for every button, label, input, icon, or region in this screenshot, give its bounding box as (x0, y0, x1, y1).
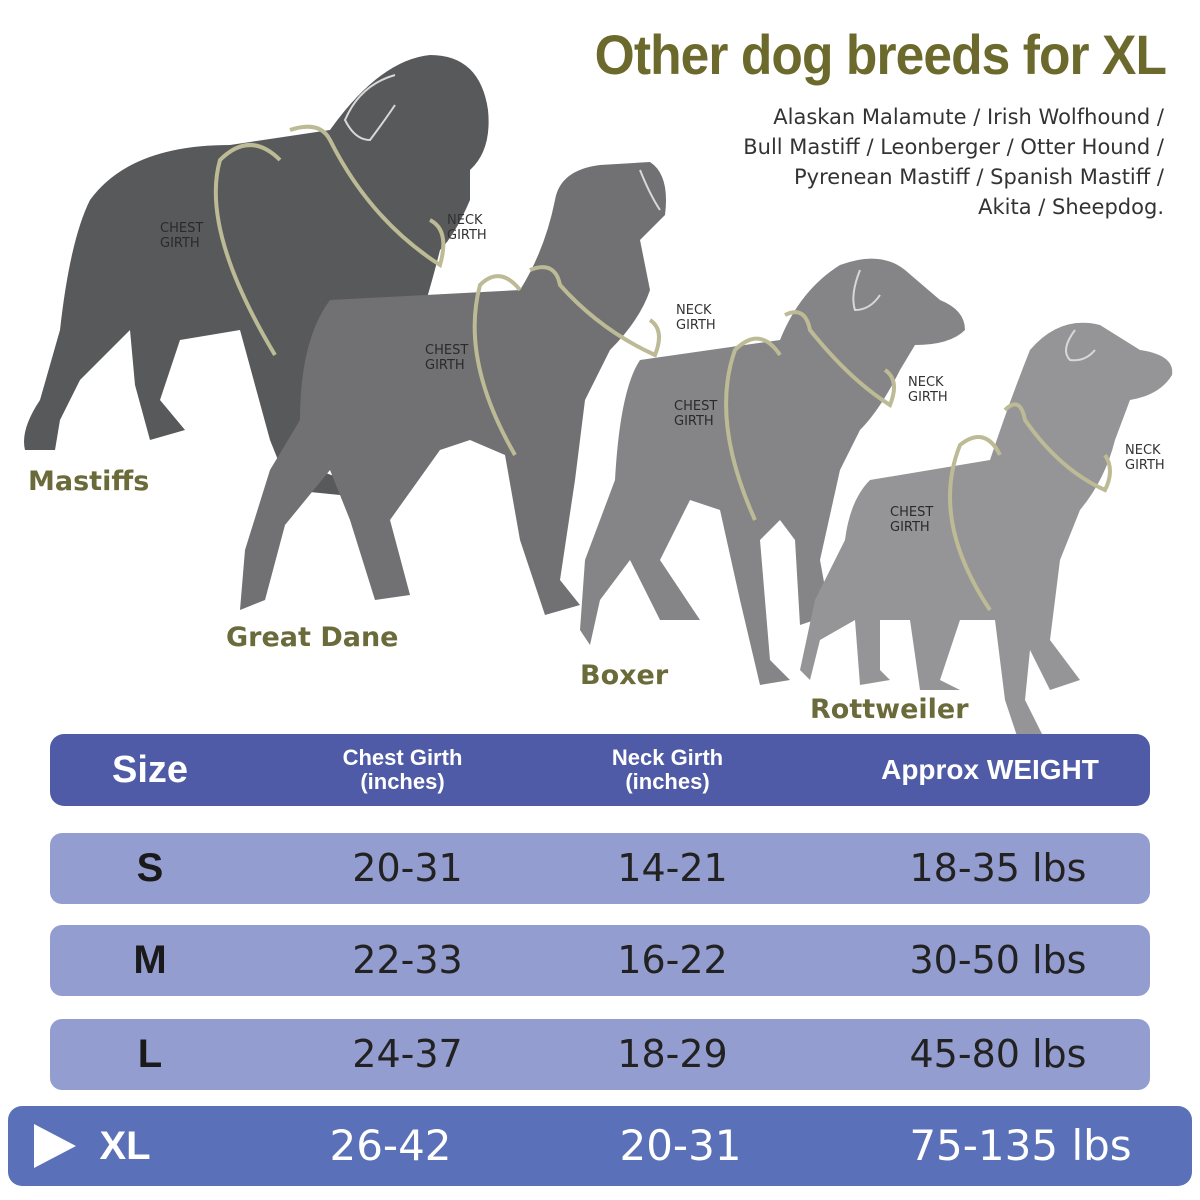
breed-line: Alaskan Malamute / Irish Wolfhound / (773, 105, 1164, 129)
dog-name-great-dane: Great Dane (226, 622, 399, 653)
play-triangle-icon (34, 1124, 76, 1168)
neck-girth-label: NECK GIRTH (908, 375, 948, 405)
chest-cell: 22-33 (352, 938, 463, 982)
neck-girth-label: NECK GIRTH (1125, 443, 1165, 473)
chest-girth-label: CHEST GIRTH (425, 343, 469, 373)
dog-name-boxer: Boxer (580, 660, 669, 691)
dog-name-mastiffs: Mastiffs (28, 466, 150, 497)
neck-girth-label: NECK GIRTH (676, 303, 716, 333)
breed-line: Pyrenean Mastiff / Spanish Mastiff / (794, 165, 1164, 189)
mastiff-silhouette (24, 55, 489, 495)
page-title: Other dog breeds for XL (594, 23, 1167, 86)
chest-girth-label: CHEST GIRTH (160, 221, 204, 251)
size-cell: XL (99, 1124, 151, 1168)
boxer-silhouette (580, 258, 965, 685)
breed-list: Alaskan Malamute / Irish Wolfhound / Bul… (644, 102, 1164, 222)
weight-cell: 18-35 lbs (909, 846, 1087, 890)
chest-cell: 26-42 (329, 1121, 452, 1170)
weight-cell: 75-135 lbs (909, 1121, 1132, 1170)
chest-girth-label: CHEST GIRTH (890, 505, 934, 535)
header-weight: Approx WEIGHT (881, 754, 1099, 785)
chest-cell: 20-31 (352, 846, 463, 890)
size-cell: S (136, 846, 164, 890)
table-row: L 24-37 18-29 45-80 lbs (50, 1019, 1150, 1090)
chest-girth-label: CHEST GIRTH (674, 399, 718, 429)
header-neck-girth: Neck Girth (inches) (565, 734, 770, 806)
breed-line: Bull Mastiff / Leonberger / Otter Hound … (743, 135, 1164, 159)
harness-lines (213, 124, 1112, 612)
chest-cell: 24-37 (352, 1032, 463, 1076)
dog-name-rottweiler: Rottweiler (810, 694, 969, 725)
breed-line: Akita / Sheepdog. (978, 195, 1164, 219)
neck-cell: 14-21 (617, 846, 728, 890)
header-chest-girth: Chest Girth (inches) (300, 734, 505, 806)
neck-girth-label: NECK GIRTH (447, 213, 487, 243)
table-row-highlighted: XL 26-42 20-31 75-135 lbs (8, 1106, 1192, 1186)
neck-cell: 20-31 (619, 1121, 742, 1170)
dog-illustration (24, 55, 1173, 745)
header-text: Neck Girth (611, 745, 724, 770)
size-cell: M (133, 938, 167, 982)
size-cell: L (137, 1032, 163, 1076)
header-size: Size (111, 749, 189, 791)
weight-cell: 45-80 lbs (909, 1032, 1087, 1076)
table-row: M 22-33 16-22 30-50 lbs (50, 925, 1150, 996)
great-dane-silhouette (240, 162, 666, 615)
neck-cell: 16-22 (617, 938, 728, 982)
weight-cell: 30-50 lbs (909, 938, 1087, 982)
header-text: Chest Girth (342, 745, 463, 770)
size-table-header: Size Chest Girth (inches) Neck Girth (in… (50, 734, 1150, 806)
table-row: S 20-31 14-21 18-35 lbs (50, 833, 1150, 904)
header-text: (inches) (625, 769, 710, 794)
neck-cell: 18-29 (617, 1032, 728, 1076)
rottweiler-silhouette (800, 322, 1173, 745)
header-text: (inches) (360, 769, 445, 794)
